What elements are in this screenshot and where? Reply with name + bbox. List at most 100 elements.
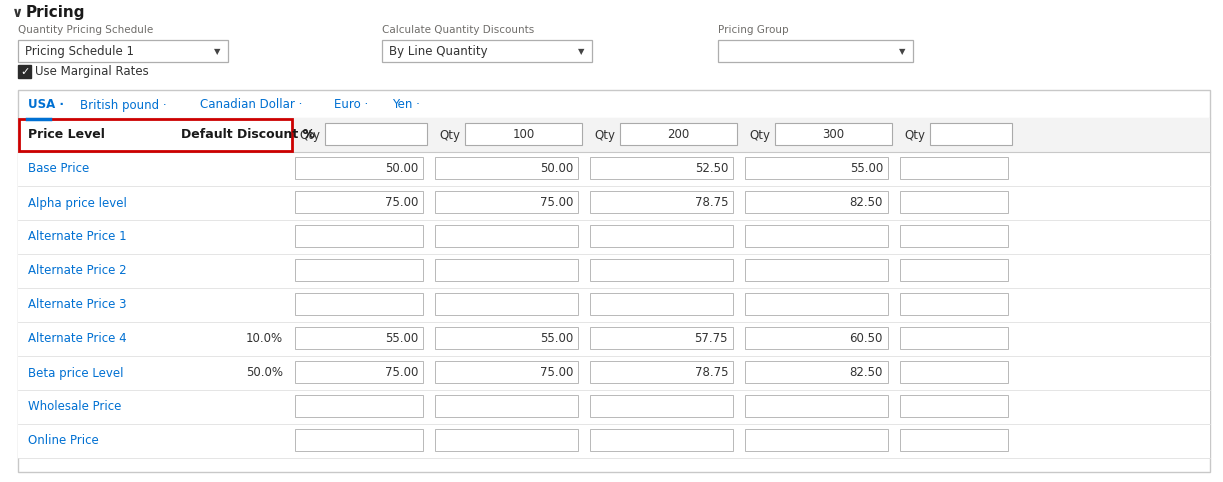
Text: ▼: ▼ (578, 48, 585, 56)
Bar (18, 390, 1210, 424)
Bar (382, 40, 592, 62)
Text: 50.00: 50.00 (539, 162, 574, 175)
Text: Qty: Qty (748, 129, 770, 142)
Bar (295, 327, 423, 349)
Bar (435, 225, 578, 247)
Bar (295, 293, 423, 315)
Text: 78.75: 78.75 (695, 197, 728, 210)
Bar (900, 361, 1008, 383)
Text: Price Level: Price Level (28, 129, 105, 142)
Bar (929, 123, 1011, 145)
Text: Alternate Price 3: Alternate Price 3 (28, 298, 126, 311)
Text: Calculate Quantity Discounts: Calculate Quantity Discounts (382, 25, 534, 35)
Text: Euro ·: Euro · (334, 98, 368, 111)
Text: 75.00: 75.00 (539, 366, 574, 379)
Text: Qty: Qty (904, 129, 925, 142)
Text: 200: 200 (668, 129, 690, 142)
Bar (589, 293, 733, 315)
Text: 75.00: 75.00 (384, 197, 418, 210)
Bar (745, 157, 888, 179)
Bar (295, 225, 423, 247)
Bar (295, 191, 423, 213)
Text: British pound ·: British pound · (79, 98, 166, 111)
Text: Pricing Schedule 1: Pricing Schedule 1 (24, 44, 135, 57)
Bar (900, 191, 1008, 213)
Text: 75.00: 75.00 (384, 366, 418, 379)
Text: Canadian Dollar ·: Canadian Dollar · (201, 98, 302, 111)
Bar (435, 293, 578, 315)
Text: 50.0%: 50.0% (246, 366, 283, 379)
Bar (18, 254, 1210, 288)
Text: Online Price: Online Price (28, 434, 99, 447)
Bar (900, 157, 1008, 179)
Text: 55.00: 55.00 (385, 333, 418, 346)
Bar (435, 395, 578, 417)
Bar (18, 90, 1210, 472)
Text: 78.75: 78.75 (695, 366, 728, 379)
Text: Alternate Price 1: Alternate Price 1 (28, 230, 127, 243)
Bar (18, 288, 1210, 322)
Bar (20, 119, 292, 151)
Bar (18, 118, 1210, 152)
Bar (900, 429, 1008, 451)
Text: Qty: Qty (298, 129, 320, 142)
Bar (900, 259, 1008, 281)
Text: Qty: Qty (439, 129, 460, 142)
Bar (589, 157, 733, 179)
Text: 75.00: 75.00 (539, 197, 574, 210)
Text: 82.50: 82.50 (850, 366, 883, 379)
Bar (435, 327, 578, 349)
Text: Alpha price level: Alpha price level (28, 197, 127, 210)
Text: Qty: Qty (594, 129, 615, 142)
Text: Wholesale Price: Wholesale Price (28, 401, 121, 414)
Bar (745, 429, 888, 451)
Bar (745, 191, 888, 213)
Bar (745, 293, 888, 315)
Bar (745, 225, 888, 247)
Bar (900, 327, 1008, 349)
Bar (589, 327, 733, 349)
Text: 300: 300 (822, 129, 845, 142)
Bar (18, 186, 1210, 220)
Bar (435, 191, 578, 213)
Bar (295, 361, 423, 383)
Bar (745, 395, 888, 417)
Bar (589, 191, 733, 213)
Text: 100: 100 (512, 129, 534, 142)
Bar (18, 65, 31, 78)
Bar (900, 395, 1008, 417)
Text: Pricing Group: Pricing Group (718, 25, 789, 35)
Bar (18, 356, 1210, 390)
Bar (18, 424, 1210, 458)
Bar (745, 259, 888, 281)
Bar (435, 361, 578, 383)
Bar (775, 123, 892, 145)
Bar (435, 429, 578, 451)
Text: 50.00: 50.00 (385, 162, 418, 175)
Text: Beta price Level: Beta price Level (28, 366, 124, 379)
Bar (620, 123, 737, 145)
Bar (435, 259, 578, 281)
Text: 55.00: 55.00 (539, 333, 574, 346)
Text: ∨: ∨ (12, 6, 23, 20)
Text: Alternate Price 4: Alternate Price 4 (28, 333, 127, 346)
Bar (745, 361, 888, 383)
Bar (295, 157, 423, 179)
Bar (745, 327, 888, 349)
Bar (589, 259, 733, 281)
Text: Alternate Price 2: Alternate Price 2 (28, 265, 127, 278)
Text: By Line Quantity: By Line Quantity (389, 44, 488, 57)
Text: 10.0%: 10.0% (246, 333, 283, 346)
Text: Yen ·: Yen · (393, 98, 421, 111)
Bar (589, 395, 733, 417)
Bar (900, 293, 1008, 315)
Text: USA ·: USA · (28, 98, 64, 111)
Text: ▼: ▼ (899, 48, 905, 56)
Bar (589, 361, 733, 383)
Text: Use Marginal Rates: Use Marginal Rates (35, 66, 149, 79)
Bar (295, 259, 423, 281)
Bar (18, 220, 1210, 254)
Text: ✓: ✓ (20, 67, 29, 77)
Bar (18, 322, 1210, 356)
Bar (18, 40, 227, 62)
